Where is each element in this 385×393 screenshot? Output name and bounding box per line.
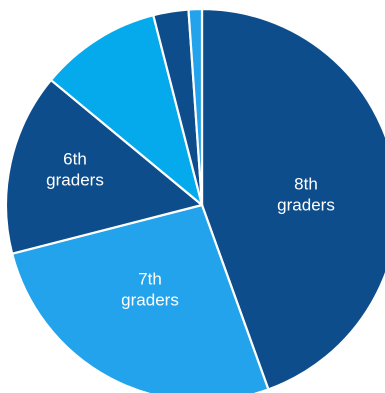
pie-labels: 8th graders 7th graders 6th graders	[46, 150, 335, 310]
pie-slices	[4, 7, 385, 393]
pie-slice-label-2: 7th graders	[121, 270, 179, 310]
pie-slice-label-line: 7th	[138, 270, 162, 289]
pie-slice-label-line: graders	[277, 196, 335, 215]
pie-slice-6	[187, 7, 204, 207]
pie-slice-label-3: 6th graders	[46, 150, 104, 190]
pie-slice-2	[11, 203, 270, 393]
pie-slice-label-1: 8th graders	[277, 175, 335, 215]
pie-slice-1	[200, 7, 385, 391]
pie-slice-label-line: 8th	[294, 175, 318, 194]
pie-slice-4	[49, 14, 204, 207]
pie-slice-label-line: graders	[46, 171, 104, 190]
pie-slice-label-line: 6th	[63, 150, 87, 169]
pie-slice-label-line: graders	[121, 291, 179, 310]
pie-slice-3	[4, 78, 204, 255]
